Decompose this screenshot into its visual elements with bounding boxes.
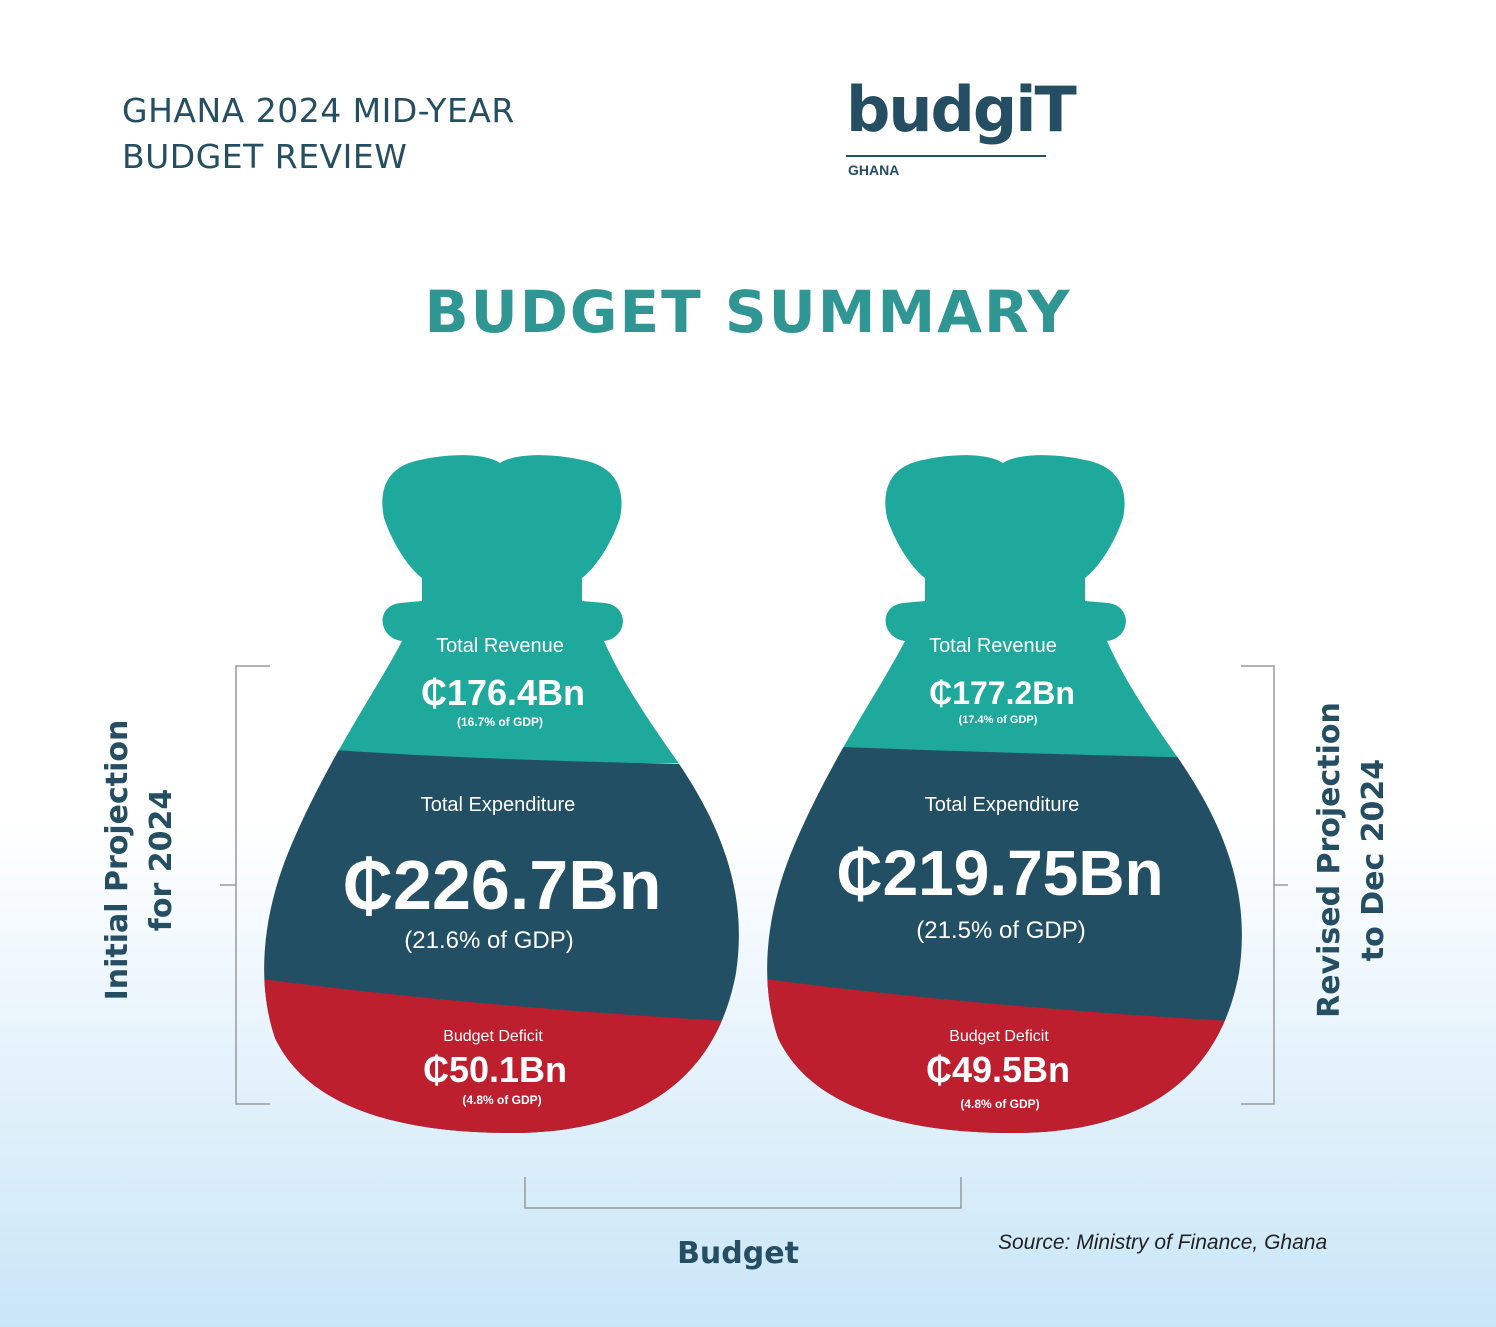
expenditure-value: ₵219.75Bn [836, 837, 1163, 909]
left-bracket [220, 666, 270, 1104]
right-bracket [1241, 666, 1288, 1104]
deficit-gdp: (4.8% of GDP) [462, 1093, 541, 1107]
revised-projection-label: Revised Projection to Dec 2024 [1308, 670, 1396, 1050]
revenue-value: ₵176.4Bn [421, 672, 585, 713]
expenditure-label: Total Expenditure [421, 794, 576, 816]
deficit-value: ₵50.1Bn [423, 1049, 567, 1090]
expenditure-gdp: (21.6% of GDP) [404, 927, 573, 954]
deficit-label: Budget Deficit [443, 1028, 543, 1045]
revenue-label: Total Revenue [929, 635, 1057, 657]
revenue-gdp: (16.7% of GDP) [457, 715, 543, 729]
revenue-value: ₵177.2Bn [929, 675, 1075, 711]
deficit-label: Budget Deficit [949, 1028, 1049, 1045]
initial-projection-line1: Initial Projection [96, 680, 140, 1040]
revenue-gdp: (17.4% of GDP) [959, 714, 1038, 726]
expenditure-value: ₵226.7Bn [342, 846, 661, 924]
bottom-bracket [525, 1177, 961, 1208]
revised-projection-line2: to Dec 2024 [1352, 670, 1396, 1050]
budget-label: Budget [600, 1236, 876, 1271]
expenditure-label: Total Expenditure [925, 794, 1080, 816]
deficit-gdp: (4.8% of GDP) [960, 1097, 1039, 1111]
revenue-label: Total Revenue [436, 635, 564, 657]
initial-projection-line2: for 2024 [140, 680, 184, 1040]
source-note: Source: Ministry of Finance, Ghana [998, 1231, 1327, 1255]
revised-projection-line1: Revised Projection [1308, 670, 1352, 1050]
budget-bags-graphic: Total Revenue ₵176.4Bn (16.7% of GDP) To… [0, 0, 1496, 1327]
initial-projection-label: Initial Projection for 2024 [96, 680, 184, 1040]
deficit-value: ₵49.5Bn [926, 1049, 1070, 1090]
expenditure-gdp: (21.5% of GDP) [916, 917, 1085, 944]
